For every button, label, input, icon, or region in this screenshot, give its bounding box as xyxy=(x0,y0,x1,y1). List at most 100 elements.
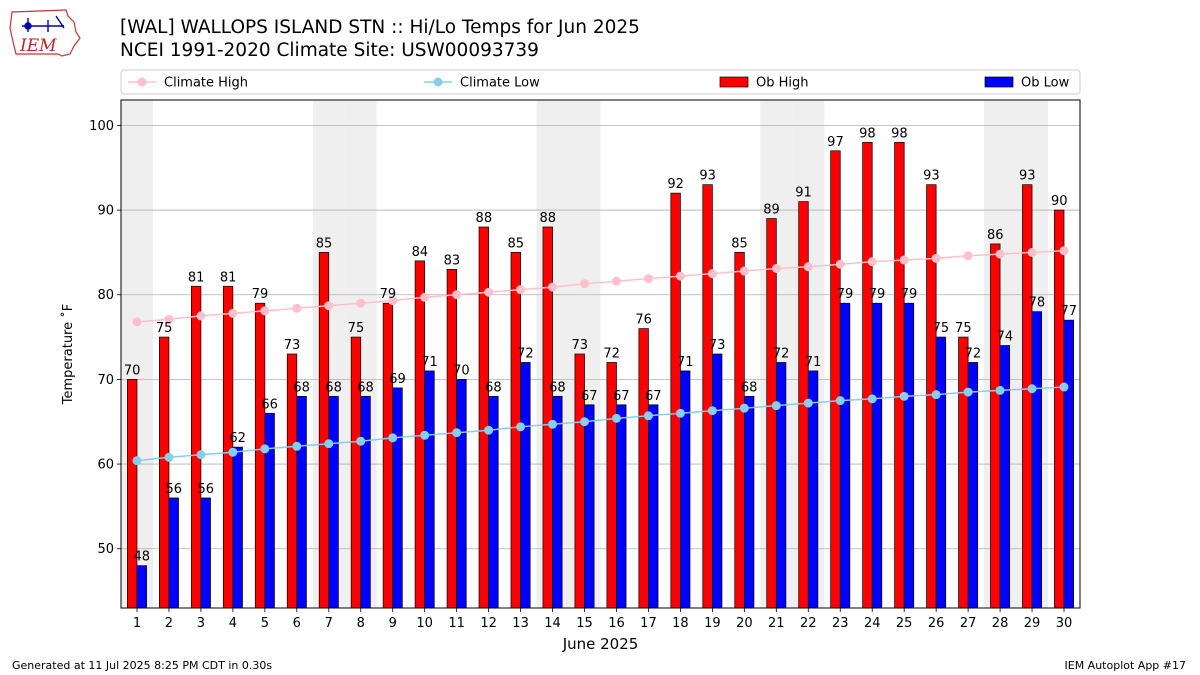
ob-high-bar-day-11 xyxy=(446,268,457,609)
climate-low-point-day-14 xyxy=(548,419,558,429)
ob-low-bar-day-1 xyxy=(136,565,147,609)
ob-high-label-day-1: 70 xyxy=(124,363,141,378)
ob-low-label-day-16: 67 xyxy=(613,389,630,404)
xtick-label-27: 27 xyxy=(960,616,977,631)
ob-low-bar-day-10 xyxy=(424,370,435,609)
climate-low-point-day-11 xyxy=(452,428,462,438)
climate-high-point-day-10 xyxy=(420,292,430,302)
ob-low-label-day-9: 69 xyxy=(389,372,406,387)
climate-high-point-day-20 xyxy=(739,266,749,276)
ob-high-label-day-14: 88 xyxy=(539,211,556,226)
ob-high-label-day-2: 75 xyxy=(156,321,173,336)
ob-high-label-day-17: 76 xyxy=(635,313,652,328)
climate-low-point-day-5 xyxy=(260,444,270,454)
xtick-label-6: 6 xyxy=(293,616,301,631)
y-axis-label: Temperature ˚F xyxy=(60,304,76,405)
ob-low-label-day-23: 79 xyxy=(837,287,854,302)
ytick-label-50: 50 xyxy=(97,542,114,557)
xtick-label-13: 13 xyxy=(512,616,529,631)
ob-low-label-day-5: 66 xyxy=(261,397,278,412)
ob-low-label-day-20: 68 xyxy=(741,380,758,395)
climate-low-point-day-4 xyxy=(228,447,238,457)
ob-high-bar-day-24 xyxy=(862,141,873,609)
xtick-label-8: 8 xyxy=(357,616,365,631)
ob-high-label-day-9: 79 xyxy=(380,287,397,302)
xtick-label-14: 14 xyxy=(544,616,561,631)
ob-low-label-day-13: 72 xyxy=(517,346,534,361)
climate-high-point-day-29 xyxy=(1027,247,1037,257)
ob-high-bar-day-8 xyxy=(350,336,362,609)
ob-low-label-day-8: 68 xyxy=(357,380,374,395)
ob-low-label-day-10: 71 xyxy=(421,355,438,370)
climate-high-point-day-3 xyxy=(196,311,206,321)
legend-ob-high-label: Ob High xyxy=(756,76,809,91)
climate-high-point-day-4 xyxy=(228,308,238,318)
climate-low-point-day-26 xyxy=(931,390,941,400)
climate-low-point-day-8 xyxy=(356,436,366,446)
chart-subtitle: NCEI 1991-2020 Climate Site: USW00093739 xyxy=(120,40,539,61)
ob-low-label-day-14: 68 xyxy=(549,380,566,395)
ob-low-bar-day-25 xyxy=(903,302,915,609)
ob-low-bar-day-15 xyxy=(584,404,595,609)
climate-low-point-day-3 xyxy=(196,450,206,460)
ob-high-bar-day-1 xyxy=(127,379,138,609)
ob-low-bar-day-30 xyxy=(1063,319,1074,609)
climate-low-point-day-19 xyxy=(707,406,717,416)
xtick-label-16: 16 xyxy=(608,616,625,631)
ob-low-bar-day-20 xyxy=(743,395,755,609)
climate-low-point-day-23 xyxy=(835,396,845,406)
climate-high-point-day-11 xyxy=(452,290,462,300)
ob-low-label-day-17: 67 xyxy=(645,389,662,404)
ob-high-label-day-11: 83 xyxy=(444,253,461,268)
ob-high-bar-day-28 xyxy=(990,243,1001,609)
climate-low-line xyxy=(136,386,1065,462)
legend-climate-high-marker xyxy=(137,77,147,87)
climate-low-point-day-17 xyxy=(643,411,653,421)
climate-low-point-day-2 xyxy=(164,452,174,462)
ob-high-label-day-25: 98 xyxy=(891,126,908,141)
xtick-label-28: 28 xyxy=(992,616,1009,631)
xtick-label-5: 5 xyxy=(261,616,269,631)
climate-low-point-day-15 xyxy=(580,417,590,427)
legend-ob-low-swatch xyxy=(984,76,1014,88)
climate-high-point-day-22 xyxy=(803,262,813,272)
ob-high-label-day-20: 85 xyxy=(731,236,748,251)
app-label: IEM Autoplot App #17 xyxy=(1064,659,1187,672)
ob-high-label-day-15: 73 xyxy=(571,338,588,353)
ob-high-label-day-24: 98 xyxy=(859,126,876,141)
ob-low-bar-day-8 xyxy=(360,395,371,609)
climate-low-point-day-12 xyxy=(484,425,494,435)
ob-low-bar-day-6 xyxy=(296,395,307,609)
ob-high-bar-day-25 xyxy=(894,141,905,609)
ob-high-label-day-30: 90 xyxy=(1051,194,1068,209)
ob-low-bar-day-11 xyxy=(456,379,467,609)
xtick-label-21: 21 xyxy=(768,616,785,631)
climate-high-point-day-15 xyxy=(580,279,590,289)
chart-title: [WAL] WALLOPS ISLAND STN :: Hi/Lo Temps … xyxy=(120,17,640,38)
climate-high-point-day-25 xyxy=(899,255,909,265)
ob-low-label-day-12: 68 xyxy=(485,380,502,395)
legend-ob-low-label: Ob Low xyxy=(1021,76,1070,91)
logo-text: IEM xyxy=(19,36,57,56)
ytick-label-100: 100 xyxy=(89,119,114,134)
ob-low-bar-day-16 xyxy=(616,404,627,609)
ytick-label-60: 60 xyxy=(97,458,114,473)
ob-low-bar-day-7 xyxy=(328,395,339,609)
ob-low-label-day-2: 56 xyxy=(165,482,182,497)
ob-low-bar-day-2 xyxy=(168,497,179,609)
climate-low-point-day-13 xyxy=(516,422,526,432)
ob-low-bar-day-3 xyxy=(200,497,211,609)
climate-high-point-day-26 xyxy=(931,253,941,263)
ob-high-bar-day-12 xyxy=(478,226,489,609)
ob-high-bar-day-18 xyxy=(670,192,681,609)
ob-low-bar-day-28 xyxy=(999,345,1011,609)
ob-high-label-day-29: 93 xyxy=(1019,169,1036,184)
ob-high-bar-day-23 xyxy=(830,150,841,609)
ob-high-bar-day-5 xyxy=(254,302,266,609)
climate-low-point-day-25 xyxy=(899,391,909,401)
climate-high-point-day-23 xyxy=(835,259,845,269)
xtick-label-25: 25 xyxy=(896,616,913,631)
ob-low-bar-day-23 xyxy=(839,302,851,609)
ytick-label-80: 80 xyxy=(97,288,114,303)
legend-ob-high-swatch xyxy=(719,76,749,88)
